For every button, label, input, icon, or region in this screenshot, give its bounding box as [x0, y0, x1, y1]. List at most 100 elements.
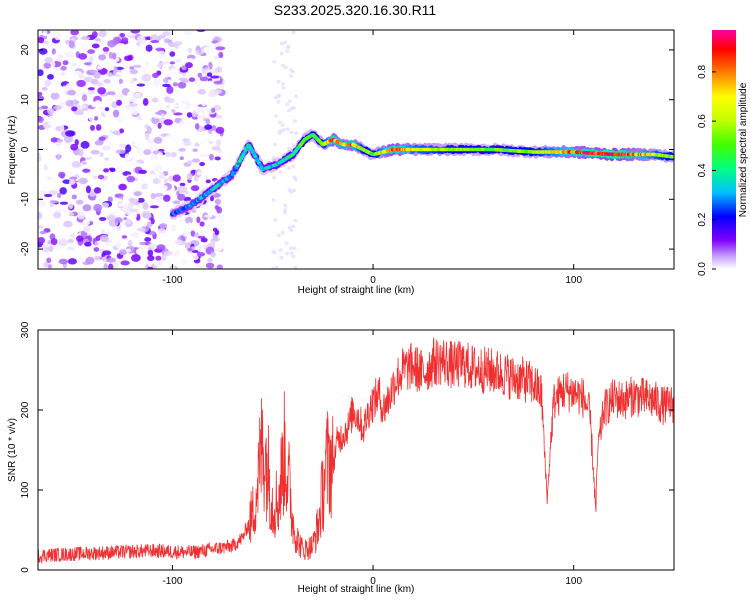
noise-speckle	[121, 235, 128, 239]
noise-speckle	[44, 57, 53, 64]
noise-speckle	[44, 79, 52, 87]
noise-speckle	[116, 43, 125, 47]
noise-speckle	[94, 241, 99, 247]
noise-speckle	[123, 217, 128, 221]
noise-speckle	[115, 72, 123, 76]
noise-speckle	[123, 190, 129, 199]
noise-speckle	[107, 196, 113, 203]
noise-speckle	[282, 210, 287, 215]
noise-speckle	[113, 156, 123, 163]
noise-speckle	[173, 112, 183, 116]
noise-speckle	[171, 137, 176, 143]
noise-speckle	[103, 78, 111, 84]
noise-speckle	[204, 214, 213, 218]
noise-speckle	[43, 62, 51, 69]
noise-speckle	[155, 255, 162, 261]
noise-speckle	[129, 69, 139, 75]
noise-speckle	[199, 204, 207, 209]
noise-speckle	[72, 99, 79, 107]
noise-speckle	[272, 250, 277, 255]
noise-speckle	[82, 218, 91, 226]
noise-speckle	[123, 47, 128, 52]
noise-speckle	[60, 65, 67, 71]
noise-speckle	[41, 244, 51, 248]
colorbar-tick-label: 0.6	[697, 114, 708, 128]
noise-speckle	[179, 120, 184, 126]
noise-speckle	[90, 149, 100, 155]
noise-speckle	[75, 199, 84, 205]
noise-speckle	[38, 236, 46, 244]
noise-speckle	[38, 91, 43, 97]
noise-speckle	[127, 239, 133, 248]
noise-speckle	[277, 131, 282, 136]
noise-speckle	[106, 214, 116, 221]
noise-speckle	[76, 41, 82, 50]
noise-speckle	[104, 157, 109, 161]
noise-speckle	[151, 264, 158, 269]
noise-speckle	[146, 126, 152, 135]
noise-speckle	[83, 62, 92, 66]
noise-speckle	[219, 221, 226, 228]
noise-speckle	[135, 146, 145, 154]
noise-speckle	[77, 132, 83, 137]
noise-speckle	[126, 175, 136, 183]
noise-speckle	[166, 85, 174, 94]
noise-speckle	[128, 197, 135, 203]
noise-speckle	[144, 68, 154, 75]
noise-speckle	[43, 216, 52, 220]
noise-speckle	[147, 243, 157, 249]
noise-speckle	[172, 174, 181, 182]
noise-speckle	[86, 250, 93, 255]
noise-speckle	[58, 238, 68, 247]
noise-speckle	[97, 87, 107, 95]
noise-speckle	[157, 228, 166, 235]
noise-speckle	[53, 244, 63, 250]
noise-speckle	[210, 251, 216, 258]
noise-speckle	[106, 91, 116, 96]
noise-speckle	[180, 100, 191, 104]
noise-speckle	[121, 37, 129, 42]
noise-speckle	[111, 125, 119, 132]
noise-speckle	[125, 144, 132, 153]
noise-speckle	[94, 100, 102, 107]
noise-speckle	[49, 200, 59, 204]
noise-speckle	[67, 258, 78, 265]
noise-speckle	[115, 233, 123, 241]
noise-speckle	[210, 240, 216, 248]
noise-speckle	[65, 39, 70, 45]
noise-speckle	[70, 30, 79, 36]
noise-speckle	[212, 227, 218, 232]
noise-speckle	[157, 50, 166, 59]
noise-speckle	[113, 261, 119, 269]
noise-speckle	[272, 142, 277, 147]
noise-speckle	[283, 65, 288, 70]
noise-speckle	[62, 85, 68, 93]
noise-speckle	[283, 40, 288, 45]
noise-speckle	[277, 93, 282, 97]
noise-speckle	[112, 109, 120, 118]
noise-speckle	[171, 109, 176, 113]
noise-speckle	[72, 225, 79, 230]
noise-speckle	[149, 34, 159, 42]
noise-speckle	[78, 61, 83, 70]
y-tick-label: 10	[20, 94, 31, 106]
noise-speckle	[180, 104, 187, 109]
noise-speckle	[115, 240, 122, 249]
noise-speckle	[112, 130, 121, 136]
noise-speckle	[172, 250, 181, 257]
noise-speckle	[205, 262, 215, 269]
ridge-core	[671, 155, 674, 159]
noise-speckle	[153, 106, 163, 112]
noise-speckle	[57, 120, 68, 126]
noise-speckle	[56, 220, 63, 227]
noise-speckle	[64, 51, 75, 58]
noise-speckle	[43, 261, 49, 268]
noise-speckle	[118, 78, 123, 85]
noise-speckle	[192, 148, 198, 152]
noise-speckle	[91, 31, 98, 39]
noise-speckle	[276, 99, 281, 104]
noise-speckle	[120, 260, 130, 266]
noise-speckle	[274, 265, 279, 269]
noise-speckle	[80, 91, 90, 97]
